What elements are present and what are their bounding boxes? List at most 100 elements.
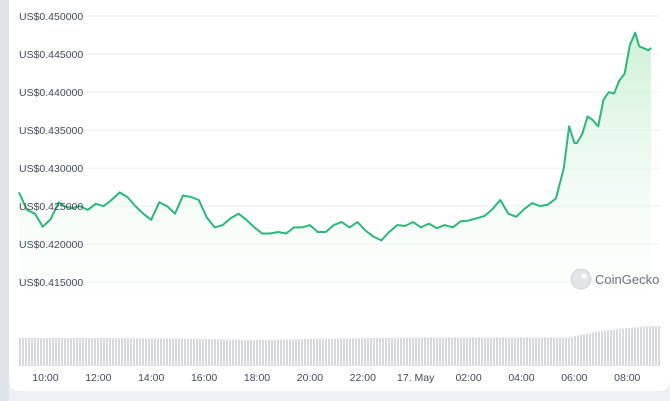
x-tick-label: 17. May [397, 372, 435, 384]
volume-bar [529, 337, 531, 366]
volume-bar [343, 338, 345, 366]
volume-bar [541, 337, 543, 366]
volume-bar [511, 337, 513, 366]
volume-bar [622, 328, 624, 366]
volume-bar [370, 338, 372, 366]
volume-bar [337, 338, 339, 366]
volume-bar [268, 339, 270, 366]
watermark-text: CoinGecko [595, 272, 659, 287]
volume-bar [265, 339, 267, 366]
volume-bar [58, 338, 60, 366]
volume-bar [259, 339, 261, 366]
x-tick-label: 16:00 [191, 372, 217, 384]
volume-bar [484, 337, 486, 366]
volume-bar [397, 337, 399, 366]
volume-bar [73, 338, 75, 366]
volume-bar [226, 339, 228, 366]
volume-bar [166, 338, 168, 366]
volume-bar [142, 338, 144, 366]
volume-bar [547, 337, 549, 366]
y-tick-label: US$0.435000 [19, 125, 83, 137]
volume-bar [175, 338, 177, 366]
volume-bar [220, 339, 222, 366]
y-tick-label: US$0.420000 [19, 239, 83, 251]
volume-bar [553, 337, 555, 366]
volume-bar [535, 337, 537, 366]
y-tick-label: US$0.450000 [19, 11, 83, 23]
volume-bar [289, 339, 291, 366]
volume-bar [637, 327, 639, 366]
volume-bar [487, 337, 489, 366]
volume-bar [310, 338, 312, 366]
x-tick-label: 20:00 [297, 372, 323, 384]
volume-bar [118, 338, 120, 366]
volume-bar [391, 337, 393, 366]
volume-bar [301, 339, 303, 366]
volume-bar [70, 338, 72, 366]
volume-bar [37, 338, 39, 366]
volume-bar [415, 337, 417, 366]
volume-bars [19, 326, 660, 366]
volume-bar [448, 337, 450, 366]
volume-bar [409, 337, 411, 366]
volume-bar [43, 338, 45, 366]
x-tick-label: 18:00 [244, 372, 270, 384]
volume-bar [634, 327, 636, 366]
price-area [18, 31, 652, 321]
volume-bar [148, 338, 150, 366]
volume-bar [454, 337, 456, 366]
volume-bar [88, 338, 90, 366]
volume-bar [100, 338, 102, 366]
volume-bar [508, 337, 510, 366]
volume-bar [295, 339, 297, 366]
volume-bar [349, 338, 351, 366]
x-tick-label: 22:00 [350, 372, 376, 384]
volume-bar [445, 337, 447, 366]
volume-bar [214, 339, 216, 366]
volume-bar [382, 337, 384, 366]
volume-bar [334, 338, 336, 366]
price-area-fill [19, 32, 652, 321]
volume-bar [193, 338, 195, 366]
volume-bar [316, 338, 318, 366]
volume-bar [319, 338, 321, 366]
volume-bar [577, 335, 579, 366]
y-tick-label: US$0.415000 [19, 277, 83, 289]
coingecko-logo-icon [570, 268, 592, 290]
x-tick-label: 14:00 [138, 372, 164, 384]
volume-bar [613, 329, 615, 366]
volume-bar [76, 338, 78, 366]
volume-bar [361, 338, 363, 366]
volume-bar [460, 337, 462, 366]
volume-bar [385, 337, 387, 366]
volume-bar [598, 331, 600, 366]
volume-bar [478, 337, 480, 366]
volume-bar [28, 338, 30, 366]
volume-bar [46, 338, 48, 366]
volume-bar [568, 337, 570, 366]
y-axis-ticks: US$0.450000 US$0.445000 US$0.440000 US$0.43… [19, 11, 83, 289]
volume-bar [607, 330, 609, 366]
volume-bar [154, 338, 156, 366]
x-tick-label: 10:00 [32, 372, 58, 384]
volume-bar [85, 338, 87, 366]
volume-bar [325, 338, 327, 366]
volume-bar [187, 338, 189, 366]
y-tick-label: US$0.440000 [19, 87, 83, 99]
x-axis-ticks: 10:00 12:00 14:00 16:00 18:00 20:00 22:00 17. M… [32, 372, 640, 384]
y-tick-label: US$0.445000 [19, 49, 83, 61]
volume-bar [199, 338, 201, 366]
volume-bar [235, 339, 237, 366]
volume-bar [499, 337, 501, 366]
volume-bar [655, 326, 657, 366]
chart-card: US$0.450000 US$0.445000 US$0.440000 US$0.43… [9, 0, 670, 391]
volume-bar [451, 337, 453, 366]
volume-bar [130, 338, 132, 366]
volume-bar [22, 338, 24, 366]
x-tick-label: 12:00 [85, 372, 111, 384]
volume-bar [124, 338, 126, 366]
volume-bar [412, 337, 414, 366]
volume-bar [595, 332, 597, 366]
volume-bar [517, 337, 519, 366]
volume-bar [490, 337, 492, 366]
